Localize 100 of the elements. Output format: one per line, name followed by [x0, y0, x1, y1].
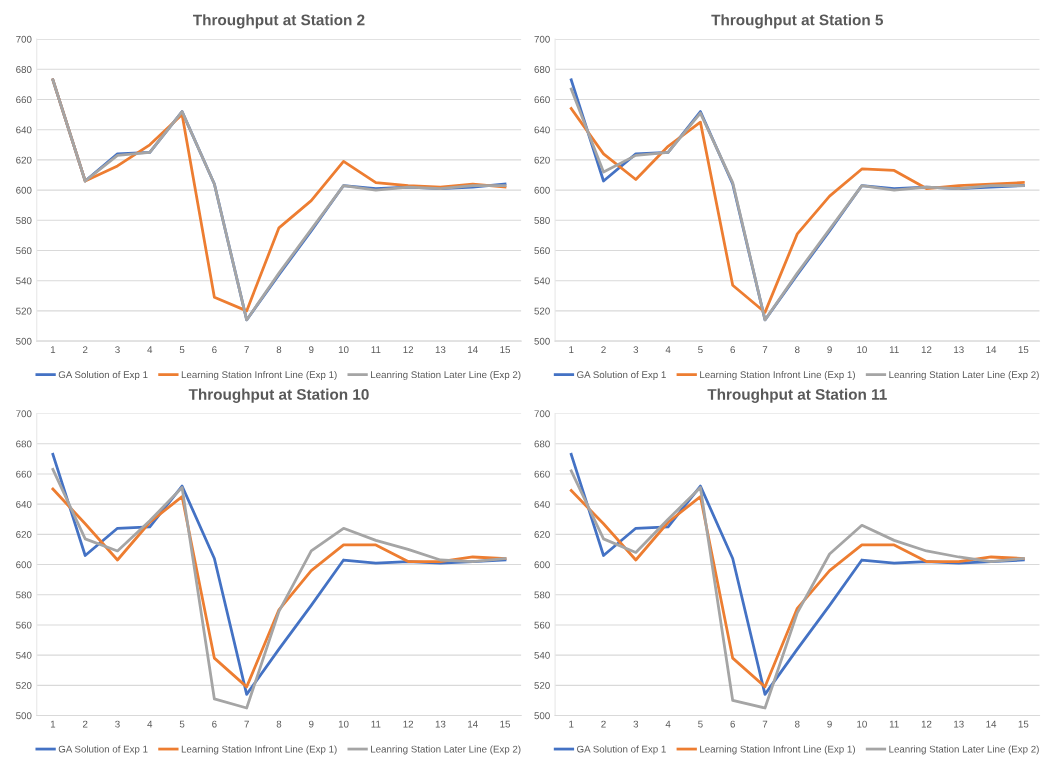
legend-label: Learning Station Infront Line (Exp 1) [181, 370, 337, 381]
y-tick-label: 680 [534, 66, 550, 73]
legend-label: GA Solution of Exp 1 [58, 370, 148, 381]
y-tick-label: 600 [534, 561, 550, 569]
x-tick-label: 8 [276, 346, 282, 354]
chart-title: Throughput at Station 2 [193, 14, 365, 29]
legend-label: Leanring Station Later Line (Exp 2) [371, 370, 521, 381]
y-tick-label: 500 [16, 712, 32, 720]
x-tick-label: 2 [82, 346, 88, 353]
y-tick-label: 500 [16, 337, 32, 345]
x-tick-label: 2 [601, 720, 606, 728]
y-tick-label: 560 [16, 247, 32, 255]
x-tick-label: 11 [889, 346, 899, 353]
y-tick-label: 600 [16, 186, 32, 194]
x-tick-label: 1 [50, 346, 56, 353]
chart-title: Throughput at Station 5 [711, 14, 884, 29]
x-tick-label: 7 [762, 346, 768, 353]
x-tick-label: 10 [338, 346, 349, 354]
y-tick-label: 660 [534, 96, 550, 104]
x-tick-label: 6 [212, 720, 217, 728]
x-tick-label: 14 [468, 720, 478, 728]
x-tick-label: 3 [633, 720, 639, 728]
y-tick-label: 640 [534, 126, 550, 134]
y-tick-label: 540 [16, 277, 32, 285]
legend-label: Learning Station Infront Line (Exp 1) [700, 745, 855, 755]
x-tick-label: 13 [954, 720, 964, 728]
legend-label: Learning Station Infront Line (Exp 1) [700, 370, 855, 381]
x-tick-label: 10 [857, 720, 867, 728]
y-tick-label: 520 [16, 682, 32, 689]
x-tick-label: 7 [762, 720, 768, 728]
y-tick-label: 700 [534, 35, 550, 43]
x-tick-label: 10 [338, 720, 349, 728]
x-tick-label: 9 [309, 720, 314, 728]
y-tick-label: 520 [534, 682, 550, 689]
y-tick-label: 660 [16, 470, 32, 478]
y-tick-label: 540 [534, 277, 550, 285]
chart-title: Throughput at Station 10 [188, 388, 369, 403]
y-tick-label: 560 [534, 247, 550, 255]
legend-label: GA Solution of Exp 1 [58, 745, 148, 755]
y-tick-label: 540 [534, 651, 550, 659]
y-tick-label: 620 [534, 156, 550, 164]
chart-title: Throughput at Station 11 [707, 388, 887, 403]
x-tick-label: 12 [403, 346, 414, 353]
y-tick-label: 620 [534, 531, 550, 538]
x-tick-label: 2 [601, 346, 606, 353]
x-tick-label: 7 [244, 720, 249, 728]
y-tick-label: 600 [534, 186, 550, 194]
x-tick-label: 6 [212, 346, 217, 354]
legend-label: Leanring Station Later Line (Exp 2) [889, 745, 1039, 755]
x-tick-label: 9 [827, 720, 832, 728]
x-tick-label: 13 [435, 720, 446, 728]
y-tick-label: 600 [16, 561, 32, 569]
x-tick-label: 8 [795, 720, 800, 728]
x-tick-label: 4 [147, 346, 153, 353]
x-tick-label: 15 [500, 720, 511, 728]
x-tick-label: 1 [569, 720, 574, 728]
y-tick-label: 500 [534, 712, 550, 720]
x-tick-label: 5 [179, 720, 185, 728]
x-tick-label: 15 [1018, 720, 1029, 728]
x-tick-label: 4 [665, 720, 671, 728]
x-tick-label: 6 [730, 720, 735, 728]
x-tick-label: 11 [371, 720, 381, 728]
x-tick-label: 5 [698, 720, 703, 728]
y-tick-label: 580 [534, 591, 550, 599]
y-tick-label: 660 [534, 470, 550, 478]
y-tick-label: 520 [16, 307, 32, 315]
x-tick-label: 14 [468, 346, 478, 353]
x-tick-label: 3 [115, 346, 120, 354]
y-tick-label: 640 [534, 500, 550, 508]
y-tick-label: 520 [534, 307, 550, 315]
x-tick-label: 4 [665, 346, 671, 353]
y-tick-label: 660 [16, 96, 32, 104]
x-tick-label: 8 [795, 346, 800, 354]
x-tick-label: 14 [986, 720, 997, 728]
x-tick-label: 4 [147, 720, 153, 728]
x-tick-label: 5 [179, 346, 185, 354]
y-tick-label: 580 [16, 591, 32, 599]
legend-label: Leanring Station Later Line (Exp 2) [371, 745, 521, 755]
y-tick-label: 580 [16, 217, 32, 224]
x-tick-label: 1 [50, 720, 56, 728]
y-tick-label: 700 [534, 410, 550, 418]
x-tick-label: 11 [371, 346, 381, 353]
y-tick-label: 540 [16, 651, 32, 659]
y-tick-label: 700 [16, 410, 32, 418]
y-tick-label: 700 [16, 35, 32, 43]
x-tick-label: 15 [500, 346, 511, 354]
legend-label: GA Solution of Exp 1 [577, 370, 666, 381]
x-tick-label: 10 [857, 346, 867, 354]
y-tick-label: 640 [16, 126, 32, 134]
y-tick-label: 560 [534, 621, 550, 629]
legend-label: Learning Station Infront Line (Exp 1) [181, 745, 337, 755]
y-tick-label: 580 [534, 217, 550, 224]
y-tick-label: 500 [534, 337, 550, 345]
y-tick-label: 640 [16, 500, 32, 508]
y-tick-label: 560 [16, 621, 32, 629]
x-tick-label: 13 [435, 346, 446, 354]
x-tick-label: 15 [1018, 346, 1029, 354]
x-tick-label: 7 [244, 346, 249, 353]
x-tick-label: 3 [633, 346, 639, 354]
y-tick-label: 680 [16, 440, 32, 448]
